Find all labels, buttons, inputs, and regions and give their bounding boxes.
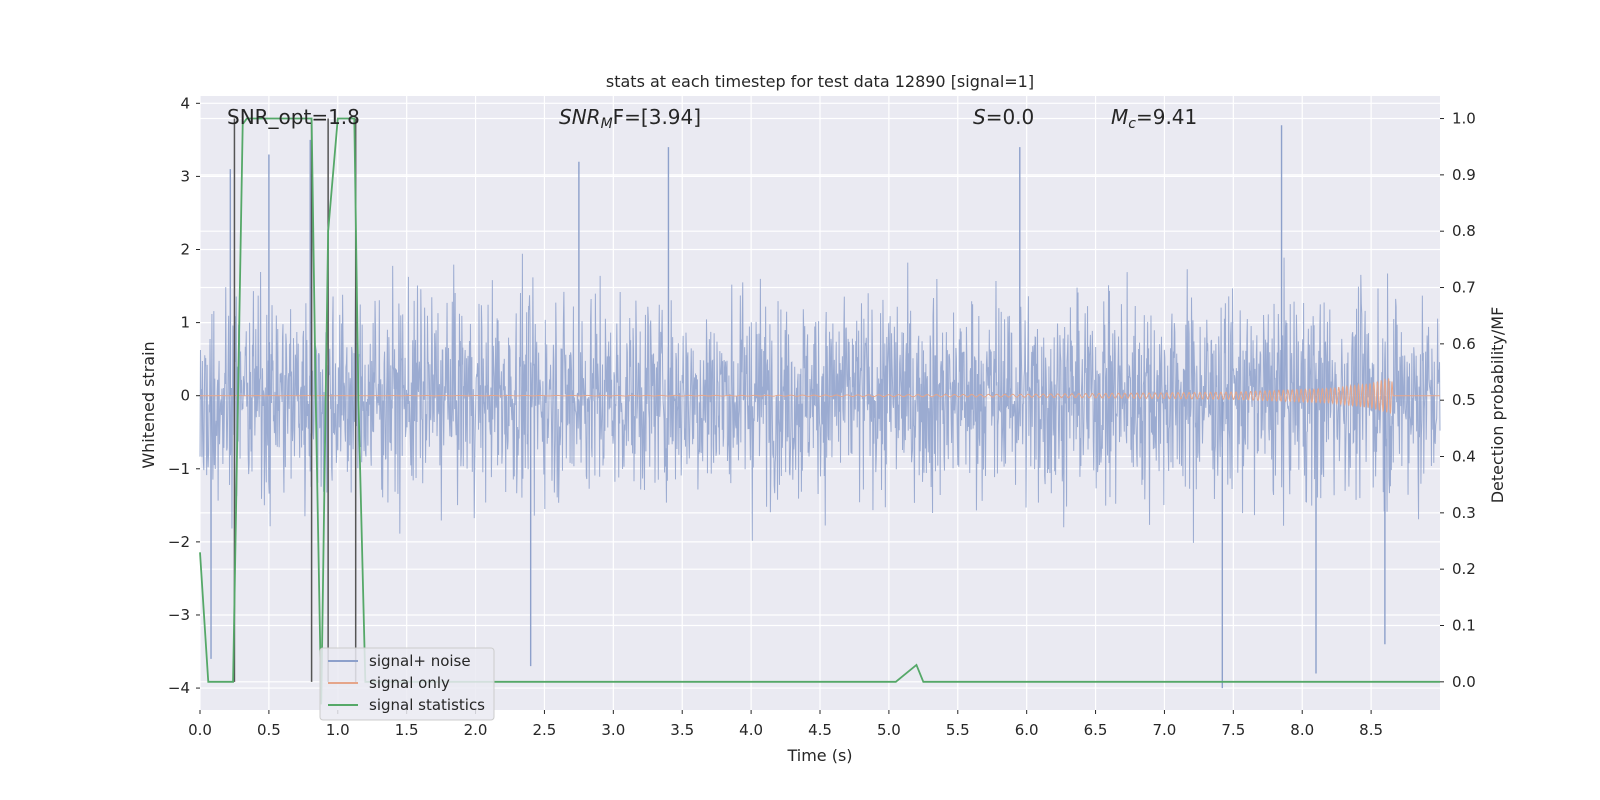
annotation-s: S=0.0: [973, 105, 1034, 129]
y-axis-label-left: Whitened strain: [139, 341, 158, 468]
y-tick-label-right: 0.1: [1452, 617, 1476, 635]
noise-series: [199, 125, 1441, 689]
x-tick-label: 8.0: [1290, 721, 1314, 739]
legend-label-noise: signal+ noise: [369, 652, 471, 670]
annotation-snr-mf: SNRMF=[3.94]: [559, 105, 701, 132]
x-tick-label: 4.0: [739, 721, 763, 739]
x-tick-label: 1.5: [395, 721, 419, 739]
x-tick-label: 3.0: [601, 721, 625, 739]
x-tick-label: 6.5: [1084, 721, 1108, 739]
y-tick-label-right: 0.3: [1452, 504, 1476, 522]
y-tick-label-left: 3: [180, 167, 190, 185]
y-tick-label-left: 2: [180, 241, 190, 259]
legend-box: [319, 647, 495, 721]
annotation-snr-opt: SNR_opt=1.8: [227, 105, 360, 129]
y-tick-label-right: 0.9: [1452, 166, 1476, 184]
signal-statistics-series: [199, 117, 1440, 705]
x-tick-label: 1.0: [326, 721, 350, 739]
x-tick-label: 5.0: [877, 721, 901, 739]
x-axis-label: Time (s): [786, 746, 852, 765]
annotation-mc: Mc=9.41: [1111, 105, 1197, 132]
y-tick-label-right: 0.5: [1452, 391, 1476, 409]
y-tick-label-left: 1: [180, 314, 190, 332]
legend-label-statistics: signal statistics: [369, 696, 485, 714]
signal-statistics-line: [199, 117, 1440, 705]
noise-line: [199, 253, 1441, 543]
signal-only-series: [200, 377, 1440, 414]
y-tick-label-left: −4: [168, 679, 190, 697]
y-tick-label-right: 0.2: [1452, 560, 1476, 578]
y-tick-label-left: −3: [168, 606, 190, 624]
y-tick-label-right: 0.4: [1452, 448, 1476, 466]
x-tick-label: 7.0: [1153, 721, 1177, 739]
x-tick-label: 6.0: [1015, 721, 1039, 739]
legend: signal+ noise signal only signal statist…: [319, 647, 495, 721]
x-tick-label: 2.0: [464, 721, 488, 739]
x-tick-label: 8.5: [1359, 721, 1383, 739]
y-tick-label-left: 4: [180, 94, 190, 112]
legend-label-signal: signal only: [369, 674, 450, 692]
y-tick-label-right: 0.6: [1452, 335, 1476, 353]
y-tick-label-left: 0: [180, 387, 190, 405]
tick-labels: 0.0 0.5 1.0 1.5 2.0 2.5 3.0 3.5 4.0 4.5 5.0 5.5 6.0 6…: [168, 94, 1476, 739]
x-tick-label: 5.5: [946, 721, 970, 739]
y-tick-label-left: −2: [168, 533, 190, 551]
x-tick-label: 3.5: [670, 721, 694, 739]
x-tick-label: 0.5: [257, 721, 281, 739]
x-tick-label: 0.0: [188, 721, 212, 739]
y-axis-label-right: Detection probability/MF: [1488, 307, 1507, 504]
y-tick-label-right: 0.0: [1452, 673, 1476, 691]
y-tick-label-right: 1.0: [1452, 110, 1476, 128]
x-tick-label: 4.5: [808, 721, 832, 739]
x-tick-label: 2.5: [533, 721, 557, 739]
signal-only-line: [200, 377, 1440, 414]
y-tick-label-left: −1: [168, 460, 190, 478]
chart-title: stats at each timestep for test data 128…: [606, 72, 1034, 91]
y-tick-label-right: 0.8: [1452, 222, 1476, 240]
y-tick-label-right: 0.7: [1452, 279, 1476, 297]
x-tick-label: 7.5: [1221, 721, 1245, 739]
